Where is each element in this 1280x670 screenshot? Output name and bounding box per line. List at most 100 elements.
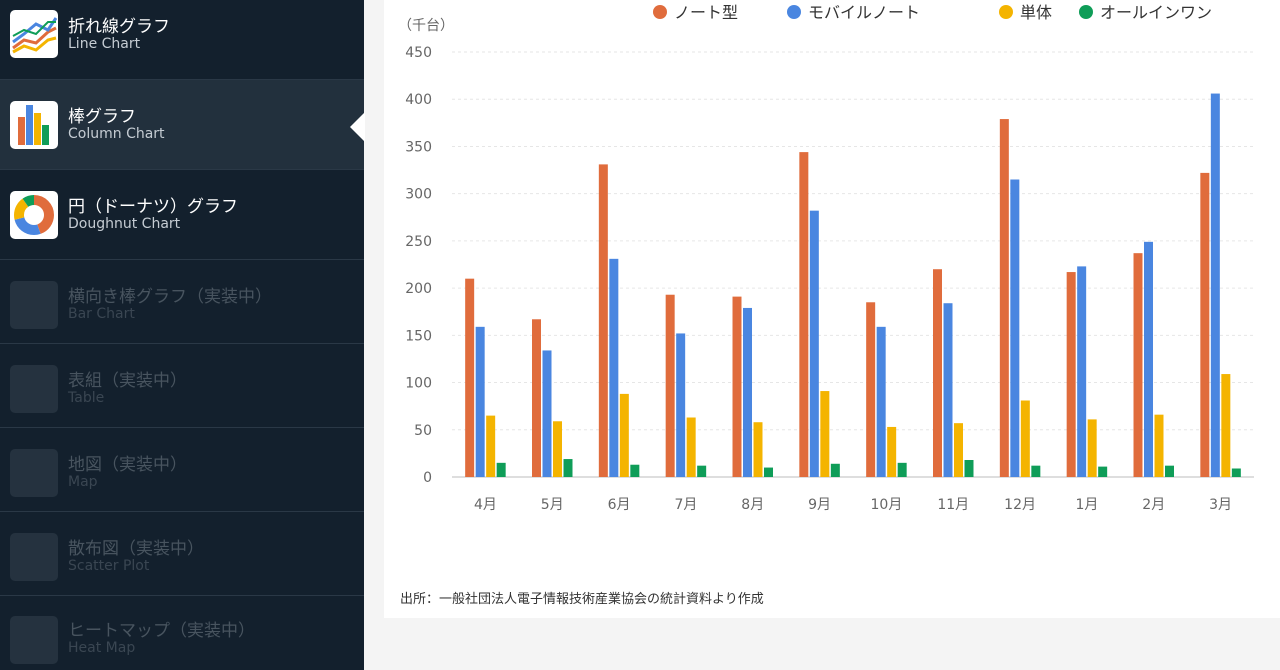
sidebar-item-bar-chart: 横向き棒グラフ（実装中） Bar Chart [0, 260, 364, 344]
sidebar-item-title: 円（ドーナツ）グラフ [68, 197, 238, 217]
sidebar-item-subtitle: Table [68, 390, 105, 406]
bar-0-11 [1200, 172, 1210, 477]
sidebar-item-subtitle: Map [68, 474, 98, 490]
sidebar-item-column-chart[interactable]: 棒グラフ Column Chart [0, 80, 364, 170]
x-tick-label: 6月 [608, 497, 631, 513]
y-axis-label: （千台） [398, 18, 454, 34]
sidebar-item-scatter-plot: 散布図（実装中） Scatter Plot [0, 512, 364, 596]
x-tick-label: 7月 [674, 497, 697, 513]
bar-1-10 [1144, 241, 1153, 477]
bar-3-1 [563, 459, 573, 477]
column-chart: 0 50 100 150 200 250 300 350 400 450 （千台） 4月 5月 6月 7… [398, 3, 1254, 513]
bar-2-1 [553, 421, 562, 477]
x-axis-ticks: 4月 5月 6月 7月 8月 9月 10月 11月 12月 1月 2月 3月 [474, 497, 1232, 513]
bar-0-10 [1133, 253, 1143, 477]
bar-3-5 [830, 463, 840, 477]
bar-2-11 [1221, 374, 1231, 477]
column-chart-icon [10, 101, 58, 149]
chart-legend: ノート型 モバイルノート 単体 オールインワン [653, 3, 1212, 22]
bar-2-6 [887, 426, 897, 477]
sidebar-item-subtitle: Line Chart [68, 36, 141, 52]
sidebar-item-table: 表組（実装中） Table [0, 344, 364, 428]
y-tick-label: 300 [405, 187, 432, 203]
sidebar-item-subtitle: Doughnut Chart [68, 216, 181, 232]
placeholder-icon [10, 616, 58, 664]
bar-1-2 [609, 258, 619, 477]
x-tick-label: 11月 [937, 497, 969, 513]
sidebar-item-title: 表組（実装中） [68, 371, 187, 391]
chart-panel: 0 50 100 150 200 250 300 350 400 450 （千台） 4月 5月 6月 7… [384, 0, 1280, 618]
legend-label: 単体 [1020, 3, 1052, 22]
sidebar-item-doughnut-chart[interactable]: 円（ドーナツ）グラフ Doughnut Chart [0, 170, 364, 260]
x-tick-label: 10月 [871, 497, 903, 513]
y-tick-label: 350 [405, 139, 432, 155]
sidebar-item-subtitle: Bar Chart [68, 306, 135, 322]
placeholder-icon [10, 533, 58, 581]
bar-0-1 [532, 319, 541, 477]
sidebar-item-subtitle: Heat Map [68, 640, 136, 656]
bar-0-7 [933, 269, 942, 477]
bar-1-3 [676, 333, 686, 477]
y-tick-label: 200 [405, 281, 432, 297]
bar-3-8 [1031, 465, 1041, 477]
bar-0-4 [732, 296, 742, 477]
bar-1-5 [809, 210, 819, 477]
legend-swatch [999, 5, 1013, 19]
bar-1-4 [743, 307, 752, 477]
x-tick-label: 8月 [741, 497, 764, 513]
bar-3-4 [764, 467, 773, 477]
bar-0-9 [1066, 272, 1076, 477]
legend-label: モバイルノート [808, 3, 920, 22]
bar-1-8 [1010, 179, 1020, 477]
sidebar-item-heat-map: ヒートマップ（実装中） Heat Map [0, 596, 364, 670]
legend-label: ノート型 [674, 3, 738, 22]
bar-3-3 [697, 465, 707, 477]
y-tick-label: 400 [405, 92, 432, 108]
legend-label: オールインワン [1100, 3, 1212, 22]
legend-swatch [653, 5, 667, 19]
bar-2-0 [486, 415, 496, 477]
bar-3-0 [496, 462, 506, 477]
y-tick-label: 150 [405, 328, 432, 344]
bar-2-4 [753, 422, 763, 477]
bar-1-1 [542, 350, 552, 477]
bar-0-6 [866, 302, 876, 477]
sidebar-item-title: 棒グラフ [68, 107, 136, 127]
bar-0-5 [799, 152, 809, 477]
bar-2-9 [1087, 419, 1097, 477]
bar-2-2 [619, 393, 629, 477]
sidebar-item-title: 横向き棒グラフ（実装中） [68, 287, 272, 307]
bar-3-6 [897, 462, 907, 477]
line-chart-icon [10, 10, 58, 58]
bar-2-3 [686, 417, 696, 477]
bar-1-11 [1210, 93, 1220, 478]
x-tick-label: 3月 [1209, 497, 1232, 513]
source-note: 出所：一般社団法人電子情報技術産業協会の統計資料より作成 [400, 592, 764, 607]
bar-1-9 [1077, 266, 1087, 477]
bar-3-11 [1231, 468, 1241, 477]
bar-2-5 [820, 391, 830, 477]
legend-swatch [787, 5, 801, 19]
y-axis-ticks: 0 50 100 150 200 250 300 350 400 450 [405, 45, 432, 486]
bar-0-2 [598, 164, 608, 477]
sidebar-item-line-chart[interactable]: 折れ線グラフ Line Chart [0, 0, 364, 80]
sidebar-item-title: 散布図（実装中） [68, 539, 204, 559]
bar-0-8 [999, 119, 1009, 478]
x-tick-label: 9月 [808, 497, 831, 513]
chart-bars [465, 93, 1241, 478]
doughnut-chart-icon [10, 191, 58, 239]
sidebar-item-subtitle: Scatter Plot [68, 558, 150, 574]
sidebar-item-title: 折れ線グラフ [68, 17, 170, 37]
bar-0-0 [465, 278, 475, 477]
bar-3-10 [1165, 465, 1174, 477]
y-tick-label: 450 [405, 45, 432, 61]
bar-2-7 [954, 423, 963, 477]
x-tick-label: 12月 [1004, 497, 1036, 513]
x-tick-label: 4月 [474, 497, 497, 513]
x-tick-label: 5月 [541, 497, 564, 513]
legend-swatch [1079, 5, 1093, 19]
sidebar-item-title: ヒートマップ（実装中） [68, 621, 255, 641]
bar-1-7 [943, 303, 953, 477]
y-tick-label: 50 [414, 423, 432, 439]
bar-2-10 [1154, 414, 1164, 477]
